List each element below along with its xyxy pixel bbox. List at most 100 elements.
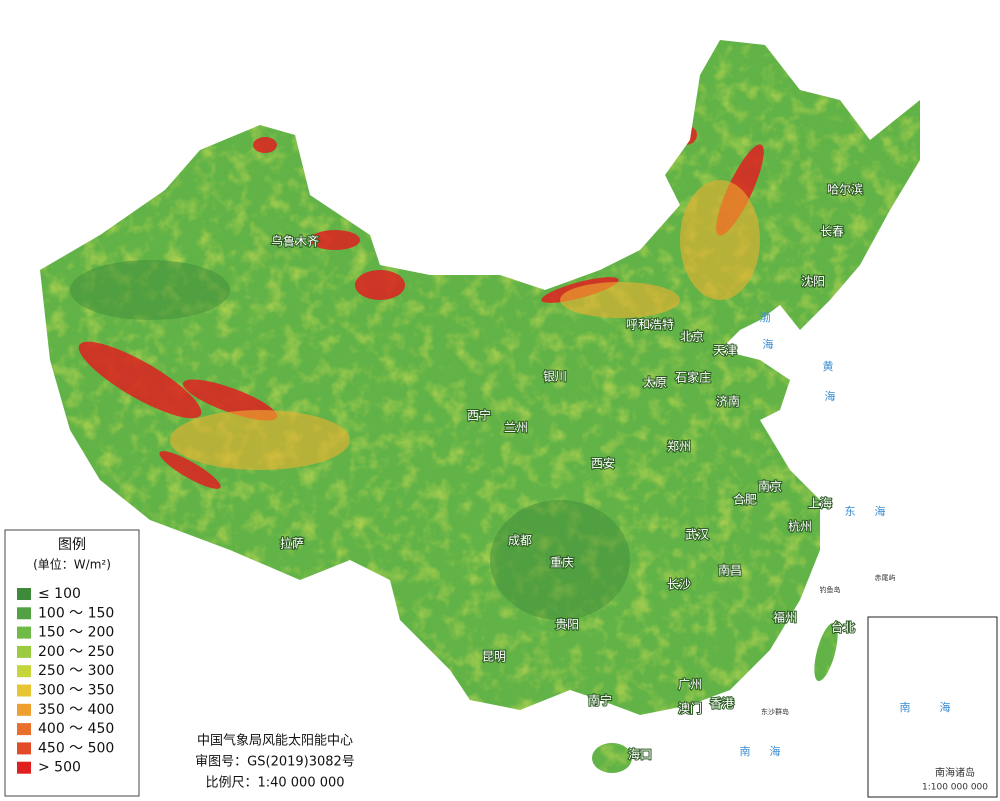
legend-swatch <box>17 684 31 697</box>
island-label: 钓鱼岛 <box>820 585 841 594</box>
city-dot <box>688 683 692 687</box>
city-label: 兰州 <box>504 421 528 435</box>
city-label: 海口 <box>628 747 652 762</box>
city-dot <box>638 753 642 757</box>
credit-line: 审图号：GS(2019)3082号 <box>195 755 355 770</box>
city-label: 广州 <box>678 678 702 692</box>
city-label: 香港 <box>710 697 734 711</box>
legend-swatch <box>17 665 31 678</box>
inset-scale: 1:100 000 000 <box>922 783 988 793</box>
city-label: 南宁 <box>588 693 612 708</box>
city-label: 天津 <box>713 344 737 358</box>
city-label: 沈阳 <box>801 274 825 289</box>
legend-label: 450 ～ 500 <box>38 740 114 756</box>
city-label: 杭州 <box>788 519 812 534</box>
city-label: 乌鲁木齐 <box>271 234 319 249</box>
city-label: 拉萨 <box>280 536 304 551</box>
inset-title: 南海诸岛 <box>935 766 975 779</box>
sea-label: 黄 <box>823 359 834 373</box>
legend-title: 图例 <box>58 537 86 553</box>
city-dot <box>477 414 481 418</box>
legend-label: > 500 <box>38 760 81 776</box>
city-dot <box>514 426 518 430</box>
city-label: 武汉 <box>685 528 709 542</box>
sea-label: 海 <box>940 700 951 714</box>
city-dot <box>565 623 569 627</box>
city-label: 郑州 <box>667 439 691 454</box>
city-dot <box>783 616 787 620</box>
city-dot <box>723 349 727 353</box>
legend-swatch <box>17 645 31 658</box>
city-label: 昆明 <box>482 650 506 664</box>
city-dot <box>598 699 602 703</box>
city-dot <box>601 462 605 466</box>
legend-swatch <box>17 626 31 639</box>
island-label: 东沙群岛 <box>761 707 789 716</box>
city-dot <box>648 323 652 327</box>
city-label: 福州 <box>773 610 797 625</box>
sea-label: 南 <box>900 701 911 714</box>
city-label: 西宁 <box>467 408 491 423</box>
credit-line: 比例尺：1:40 000 000 <box>205 776 344 791</box>
city-dot <box>843 188 847 192</box>
city-label: 银川 <box>543 370 567 384</box>
sea-label: 渤 <box>760 311 771 324</box>
city-label: 南昌 <box>718 563 742 578</box>
city-label: 澳门 <box>678 701 702 716</box>
city-dot <box>653 381 657 385</box>
city-label: 长沙 <box>667 578 691 592</box>
city-dot <box>695 533 699 537</box>
legend-unit: (单位：W/m²) <box>33 557 111 572</box>
city-dot <box>560 561 564 565</box>
city-dot <box>841 626 845 630</box>
legend-label: ≤ 100 <box>38 586 81 602</box>
city-dot <box>691 376 695 380</box>
city-dot <box>798 525 802 529</box>
city-label: 北京 <box>680 330 704 344</box>
city-label: 长春 <box>820 225 844 239</box>
legend-label: 150 ～ 200 <box>38 625 114 641</box>
city-label: 贵阳 <box>555 618 579 632</box>
city-label: 成都 <box>508 534 532 548</box>
legend-label: 100 ～ 150 <box>38 605 114 621</box>
city-dot <box>293 240 297 244</box>
city-dot <box>690 335 694 339</box>
sea-label: 海 <box>763 337 774 351</box>
city-label: 济南 <box>716 394 740 409</box>
sea-label: 南 <box>740 745 751 758</box>
sea-label: 东 <box>845 505 856 518</box>
legend-label: 350 ～ 400 <box>38 702 114 718</box>
city-dot <box>728 569 732 573</box>
inset-frame <box>867 616 998 798</box>
legend-swatch <box>17 703 31 716</box>
legend-swatch <box>17 723 31 736</box>
city-dot <box>688 707 692 711</box>
city-dot <box>818 502 822 506</box>
city-label: 哈尔滨 <box>827 182 863 197</box>
city-label: 呼和浩特 <box>626 317 674 332</box>
legend-label: 400 ～ 450 <box>38 721 114 737</box>
sea-label: 海 <box>770 744 781 758</box>
city-label: 合肥 <box>733 492 757 507</box>
city-dot <box>677 583 681 587</box>
city-label: 上海 <box>808 496 832 511</box>
city-dot <box>518 539 522 543</box>
sea-label: 海 <box>825 389 836 403</box>
city-label: 太原 <box>643 375 667 390</box>
legend-label: 200 ～ 250 <box>38 644 114 660</box>
legend-label: 300 ～ 350 <box>38 683 114 699</box>
legend-swatch <box>17 742 31 755</box>
city-dot <box>290 542 294 546</box>
city-label: 西安 <box>591 456 615 471</box>
legend-swatch <box>17 588 31 600</box>
city-label: 重庆 <box>550 556 574 570</box>
sea-label: 海 <box>875 504 886 518</box>
city-dot <box>553 375 557 379</box>
city-dot <box>743 498 747 502</box>
city-dot <box>720 702 724 706</box>
city-dot <box>677 445 681 449</box>
legend-swatch <box>17 761 31 774</box>
legend-label: 250 ～ 300 <box>38 663 114 679</box>
